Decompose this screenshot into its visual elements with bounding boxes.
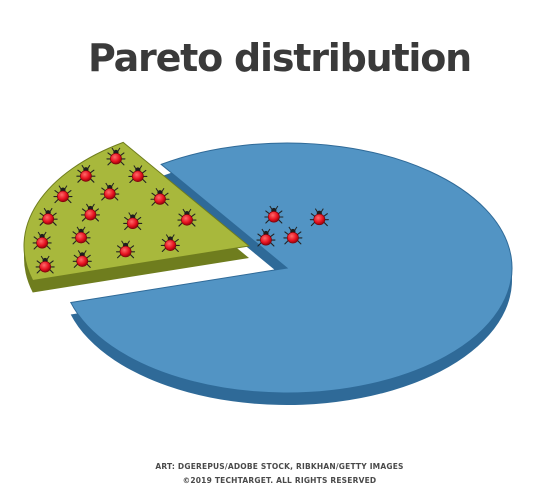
bug-icon [32, 231, 52, 250]
bug-icon [106, 147, 126, 166]
bug-icon [128, 165, 148, 184]
copyright-notice: ©2019 TECHTARGET. ALL RIGHTS RESERVED [182, 476, 377, 485]
bug-icon [72, 250, 92, 268]
bug-icon [264, 205, 284, 224]
bug-icon [283, 226, 303, 245]
bug-icon [177, 208, 197, 227]
bug-icon [38, 207, 58, 226]
bug-icon [100, 182, 120, 201]
bug-icon [160, 234, 180, 253]
bug-icon [123, 212, 143, 231]
bug-icon [53, 185, 73, 204]
bug-icon [76, 164, 96, 183]
bug-icon [150, 187, 170, 206]
bug-icon [256, 228, 276, 247]
bug-icon [309, 208, 329, 227]
bug-icon [116, 240, 136, 259]
pie-slice-0 [69, 142, 513, 394]
bug-icon [80, 203, 100, 222]
image-credit: ART: DGEREPUS/ADOBE STOCK, RIBKHAN/GETTY… [155, 462, 404, 471]
chart-title: Pareto distribution [87, 36, 472, 80]
bug-icon [71, 226, 91, 245]
bug-icon [35, 255, 55, 274]
